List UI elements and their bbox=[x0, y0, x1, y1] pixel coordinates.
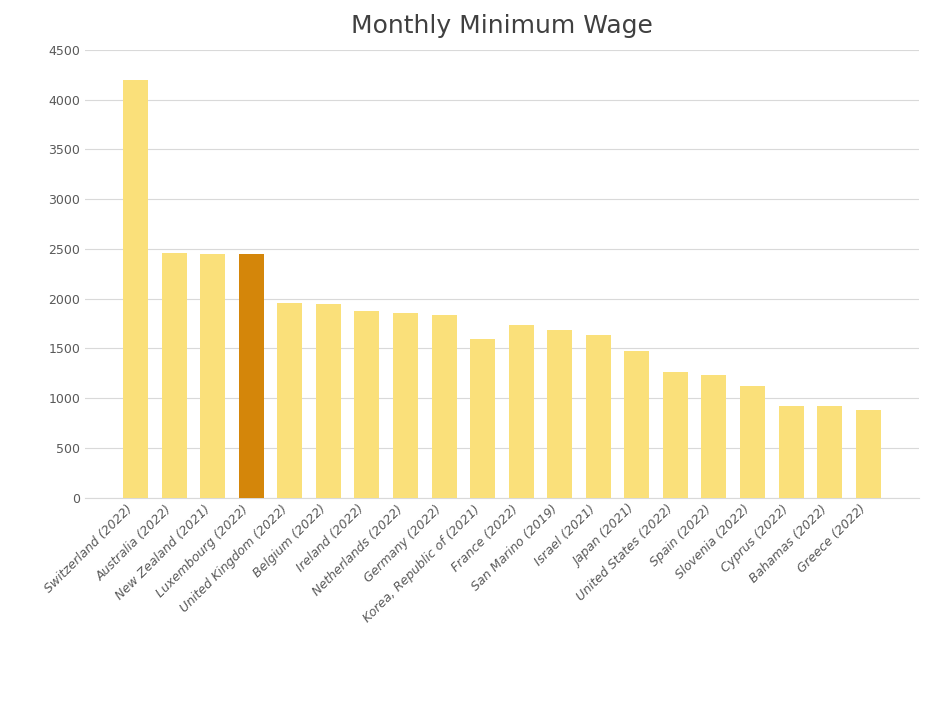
Bar bbox=[624, 351, 650, 498]
Bar bbox=[702, 375, 726, 498]
Bar bbox=[740, 386, 765, 498]
Bar bbox=[856, 410, 881, 498]
Bar bbox=[547, 331, 572, 498]
Bar bbox=[817, 405, 842, 498]
Bar bbox=[586, 336, 611, 498]
Bar bbox=[277, 303, 302, 498]
Bar bbox=[393, 313, 418, 498]
Bar bbox=[663, 373, 688, 498]
Bar bbox=[432, 314, 456, 498]
Bar bbox=[123, 80, 148, 498]
Bar bbox=[239, 254, 264, 498]
Bar bbox=[200, 254, 225, 498]
Bar bbox=[316, 304, 341, 498]
Bar bbox=[509, 326, 534, 498]
Bar bbox=[778, 406, 804, 498]
Bar bbox=[470, 339, 495, 498]
Bar bbox=[162, 253, 187, 498]
Title: Monthly Minimum Wage: Monthly Minimum Wage bbox=[351, 14, 652, 38]
Bar bbox=[354, 311, 380, 498]
